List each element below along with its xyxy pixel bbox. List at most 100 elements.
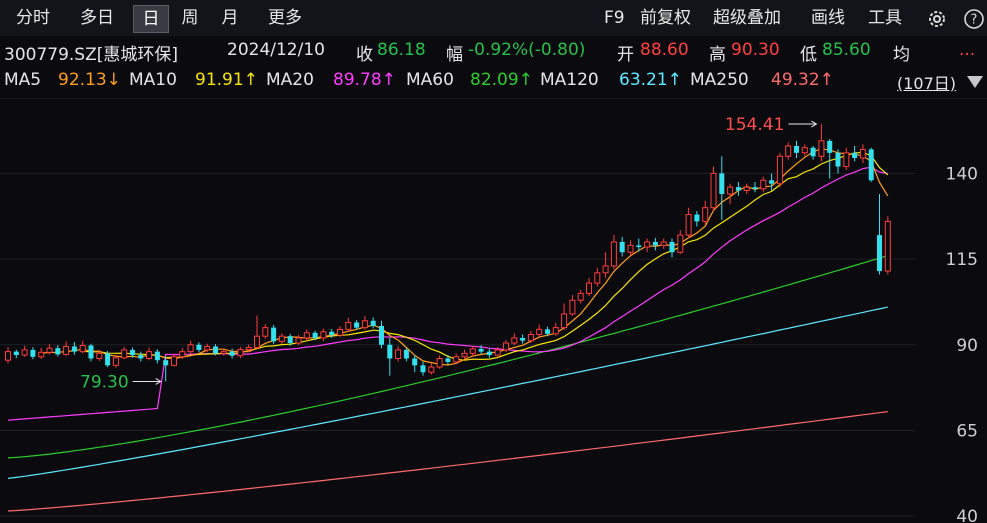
candle <box>835 149 841 174</box>
tab-monthly[interactable]: 月 <box>221 8 239 28</box>
candle <box>702 200 709 225</box>
candle <box>677 229 684 254</box>
candle-body <box>312 332 318 338</box>
candle <box>868 147 874 182</box>
ma10-value: 91.91↑ <box>195 70 258 90</box>
candle <box>586 277 592 297</box>
candle-body <box>287 336 293 344</box>
open-value: 88.60 <box>640 40 689 60</box>
candle <box>602 252 609 278</box>
candle-body <box>254 335 260 349</box>
candle-body <box>652 241 658 246</box>
candle-body <box>361 320 368 329</box>
tab-weekly[interactable]: 周 <box>181 8 199 28</box>
candle <box>486 348 492 358</box>
ma250-line <box>7 411 888 512</box>
candle <box>652 237 658 251</box>
candle <box>295 335 302 346</box>
candle-body <box>428 366 435 373</box>
candle-body <box>112 357 119 366</box>
help-icon[interactable]: ? <box>963 8 985 30</box>
candle <box>710 166 717 212</box>
candle <box>112 354 119 368</box>
candle-body <box>453 356 460 363</box>
candle <box>469 345 476 357</box>
candle <box>88 343 94 362</box>
ma250-label: MA250 <box>690 70 749 90</box>
candle <box>130 347 135 358</box>
candle <box>644 238 651 253</box>
candle-body <box>769 180 775 184</box>
candle-body <box>577 292 584 301</box>
candle-body <box>370 320 376 326</box>
candle <box>96 350 103 361</box>
candle-body <box>220 351 227 354</box>
f9-button[interactable]: F9 <box>604 8 625 28</box>
candle <box>859 144 866 164</box>
y-tick-label: 140 <box>946 164 978 184</box>
candle-body <box>229 351 235 356</box>
candle-body <box>743 186 750 192</box>
candle-body <box>610 241 617 267</box>
candle-body <box>520 337 526 341</box>
candle <box>776 152 783 188</box>
candle <box>245 344 252 352</box>
candle-body <box>30 349 36 357</box>
candle-body <box>345 321 352 330</box>
candle-body <box>337 328 343 336</box>
candle <box>569 295 576 316</box>
ma120-label: MA120 <box>540 70 599 90</box>
tab-daily[interactable]: 日 <box>133 5 169 33</box>
candle <box>312 330 318 341</box>
candle-body <box>79 344 86 353</box>
candle <box>545 326 550 337</box>
tab-intraday[interactable]: 分时 <box>16 8 50 28</box>
candle-body <box>660 241 667 246</box>
period-dropdown-icon[interactable] <box>967 76 983 88</box>
draw-line-button[interactable]: 画线 <box>811 8 845 28</box>
candle <box>337 326 343 338</box>
super-overlay-button[interactable]: 超级叠加 <box>713 8 781 28</box>
candle <box>154 349 160 364</box>
forward-adjust-button[interactable]: 前复权 <box>640 8 691 28</box>
candle <box>636 238 642 252</box>
candle <box>743 183 750 194</box>
candle <box>171 353 177 367</box>
candle <box>55 345 61 357</box>
candle-body <box>179 351 186 358</box>
candle <box>785 142 792 160</box>
candlestick-chart[interactable]: 140 115 90 65 40 154.41 79.30 <box>0 98 987 523</box>
y-tick-label: 65 <box>956 421 978 441</box>
candle <box>262 324 269 339</box>
candle-body <box>138 355 144 359</box>
candle <box>552 322 559 336</box>
candle <box>852 145 858 162</box>
candle-body <box>154 351 160 361</box>
candle <box>138 351 144 362</box>
ma60-line <box>7 255 888 459</box>
gear-icon[interactable] <box>926 8 948 30</box>
close-value: 86.18 <box>377 40 426 60</box>
candle <box>577 289 584 304</box>
tools-button[interactable]: 工具 <box>868 8 902 28</box>
candle <box>827 139 833 179</box>
tab-multi-day[interactable]: 多日 <box>80 8 114 28</box>
candle <box>461 349 468 360</box>
candle <box>271 324 277 345</box>
candle-body <box>859 148 866 159</box>
candle-body <box>387 344 393 359</box>
candle <box>619 236 625 257</box>
candle-body <box>96 352 103 359</box>
candle <box>694 211 700 227</box>
candle-body <box>395 349 402 359</box>
ma5-label: MA5 <box>4 70 42 90</box>
candle-body <box>827 140 833 153</box>
candle-body <box>295 337 302 344</box>
more-indicator[interactable]: ... <box>959 40 976 60</box>
candle-body <box>55 348 61 355</box>
candle-body <box>685 214 692 236</box>
candle-body <box>760 179 767 190</box>
candle-body <box>171 356 177 366</box>
tab-more[interactable]: 更多 <box>268 8 302 28</box>
period-selector[interactable]: (107日) <box>897 74 957 93</box>
